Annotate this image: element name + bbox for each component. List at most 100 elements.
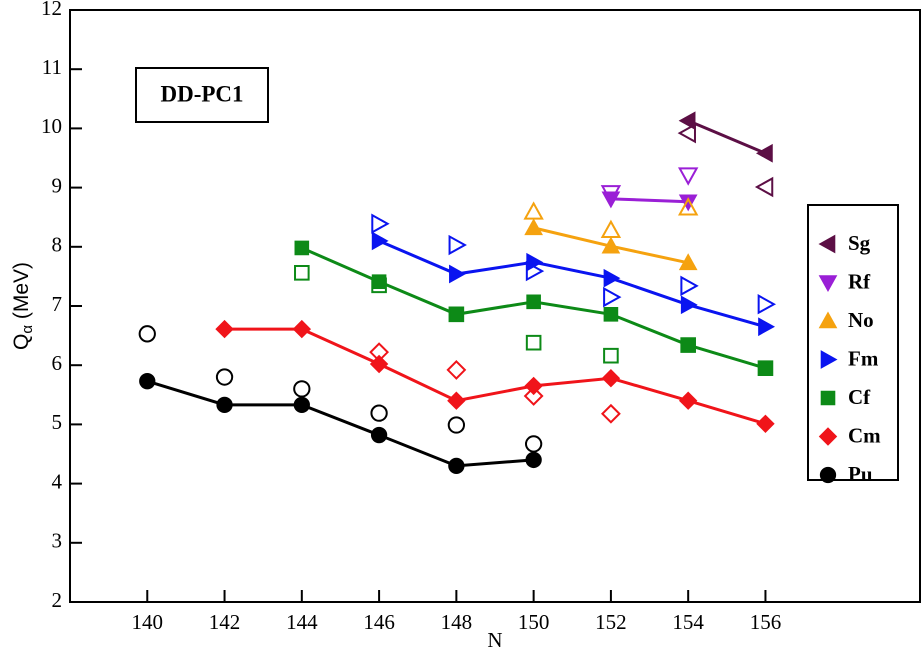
series-line (610, 197, 689, 204)
series-line (146, 379, 534, 468)
data-point (680, 295, 698, 315)
legend-label: Cf (848, 385, 871, 409)
annotation-box (135, 67, 269, 123)
annotation: DD-PC1 (160, 81, 243, 106)
data-point (449, 306, 464, 322)
legend-marker (818, 427, 838, 446)
data-point (601, 369, 621, 388)
open-data-point (603, 347, 619, 364)
x-tick-label: 144 (286, 610, 318, 634)
data-point (758, 317, 775, 337)
open-data-point (448, 306, 465, 323)
open-data-point (294, 265, 310, 281)
legend-marker (820, 350, 838, 369)
y-tick-label: 7 (52, 292, 63, 316)
open-data-point (524, 435, 543, 453)
x-tick-label: 152 (595, 610, 627, 634)
data-point (449, 264, 466, 284)
series-line (378, 239, 766, 329)
data-point (678, 111, 696, 131)
open-data-point (523, 386, 544, 406)
y-label-q: Q (10, 334, 33, 350)
data-point (678, 194, 698, 212)
x-tick-label: 146 (363, 610, 395, 634)
legend-label: No (848, 308, 874, 332)
data-point (524, 376, 543, 396)
x-axis-label: N (487, 628, 502, 652)
open-data-point (600, 403, 621, 424)
data-point (525, 451, 542, 469)
y-tick-label: 8 (52, 233, 63, 257)
open-data-point (448, 234, 467, 256)
open-data-point (215, 368, 234, 386)
series-line (687, 119, 767, 155)
y-label-sub: α (19, 325, 36, 334)
data-point (526, 294, 541, 310)
data-point (371, 231, 389, 251)
y-tick-label: 2 (52, 588, 63, 612)
data-point (370, 426, 388, 444)
x-tick-label: 142 (209, 610, 241, 634)
y-label-unit: (MeV) (10, 262, 33, 325)
x-tick-label: 148 (441, 610, 473, 634)
open-data-point (369, 342, 390, 363)
open-data-point (754, 176, 774, 198)
open-data-point (677, 122, 696, 144)
y-tick-label: 9 (52, 173, 63, 197)
data-point (756, 414, 775, 434)
open-data-point (603, 286, 622, 308)
data-point (293, 396, 310, 414)
y-tick-label: 12 (41, 0, 62, 20)
data-point (139, 373, 156, 390)
open-data-point (525, 260, 545, 282)
y-axis-label: Qα (MeV) (10, 262, 36, 350)
data-point (603, 268, 621, 288)
data-point (678, 253, 698, 271)
data-point (680, 337, 696, 353)
legend-marker (818, 234, 836, 254)
data-point (755, 143, 773, 163)
open-data-point (371, 213, 390, 234)
open-data-point (525, 334, 542, 351)
open-data-point (677, 197, 699, 216)
open-data-point (600, 185, 622, 204)
y-tick-label: 11 (42, 55, 62, 79)
y-tick-label: 4 (52, 469, 63, 493)
data-point (215, 319, 234, 339)
open-data-point (677, 167, 699, 186)
open-data-point (680, 337, 696, 353)
data-point (292, 319, 312, 339)
data-point (447, 391, 466, 410)
data-point (294, 240, 310, 256)
legend-label: Rf (848, 269, 871, 293)
x-tick-label: 150 (518, 610, 550, 634)
open-data-point (447, 416, 466, 434)
y-tick-label: 10 (41, 114, 62, 138)
legend-label: Pu (848, 462, 873, 486)
open-data-point (757, 294, 777, 315)
series-line (224, 327, 766, 426)
legend-label: Sg (848, 231, 871, 255)
y-tick-label: 3 (52, 529, 63, 553)
open-data-point (370, 404, 388, 422)
legend-marker (818, 275, 838, 293)
data-point (448, 457, 465, 474)
legend-marker (820, 390, 836, 406)
open-data-point (757, 360, 774, 376)
x-tick-label: 140 (132, 610, 164, 634)
open-data-point (293, 380, 311, 398)
data-point (603, 306, 619, 322)
open-data-point (523, 201, 544, 220)
data-point (758, 360, 773, 376)
data-point (371, 274, 387, 290)
data-point (216, 396, 233, 414)
data-point (678, 391, 698, 410)
data-point (369, 354, 389, 374)
legend-label: Cm (848, 423, 881, 447)
legend-marker (819, 466, 837, 484)
open-data-point (371, 277, 387, 294)
data-point (601, 236, 621, 254)
open-data-point (680, 275, 699, 297)
data-point (524, 218, 543, 236)
